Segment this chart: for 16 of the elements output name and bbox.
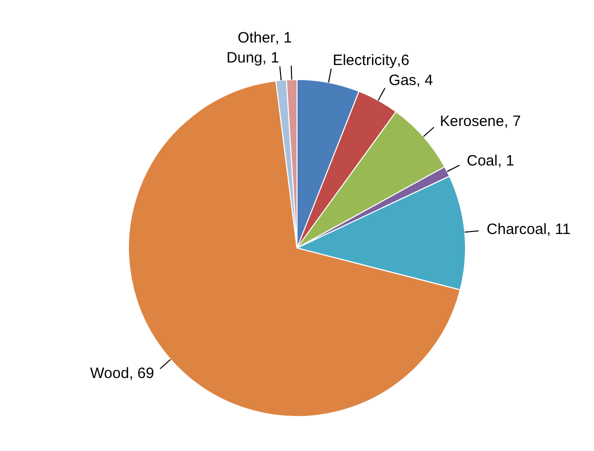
slice-label: Electricity: [332, 52, 398, 70]
data-label: ,6: [396, 52, 410, 70]
data-label: , 4: [416, 72, 433, 90]
slice-label: Wood: [90, 365, 130, 382]
data-label: , 7: [504, 113, 521, 130]
slice-label: Coal: [466, 152, 498, 170]
data-label: , 1: [275, 29, 292, 46]
slice-label: Kerosene: [440, 113, 504, 130]
slice-label: Charcoal: [486, 221, 547, 238]
data-label: , 1: [262, 49, 280, 66]
slice-label: Other: [238, 29, 276, 46]
slice-label: Dung: [226, 49, 262, 66]
slice-label: Gas: [388, 72, 416, 90]
data-label: , 69: [129, 365, 154, 382]
data-label: , 11: [546, 221, 571, 238]
data-label: , 1: [498, 152, 514, 170]
